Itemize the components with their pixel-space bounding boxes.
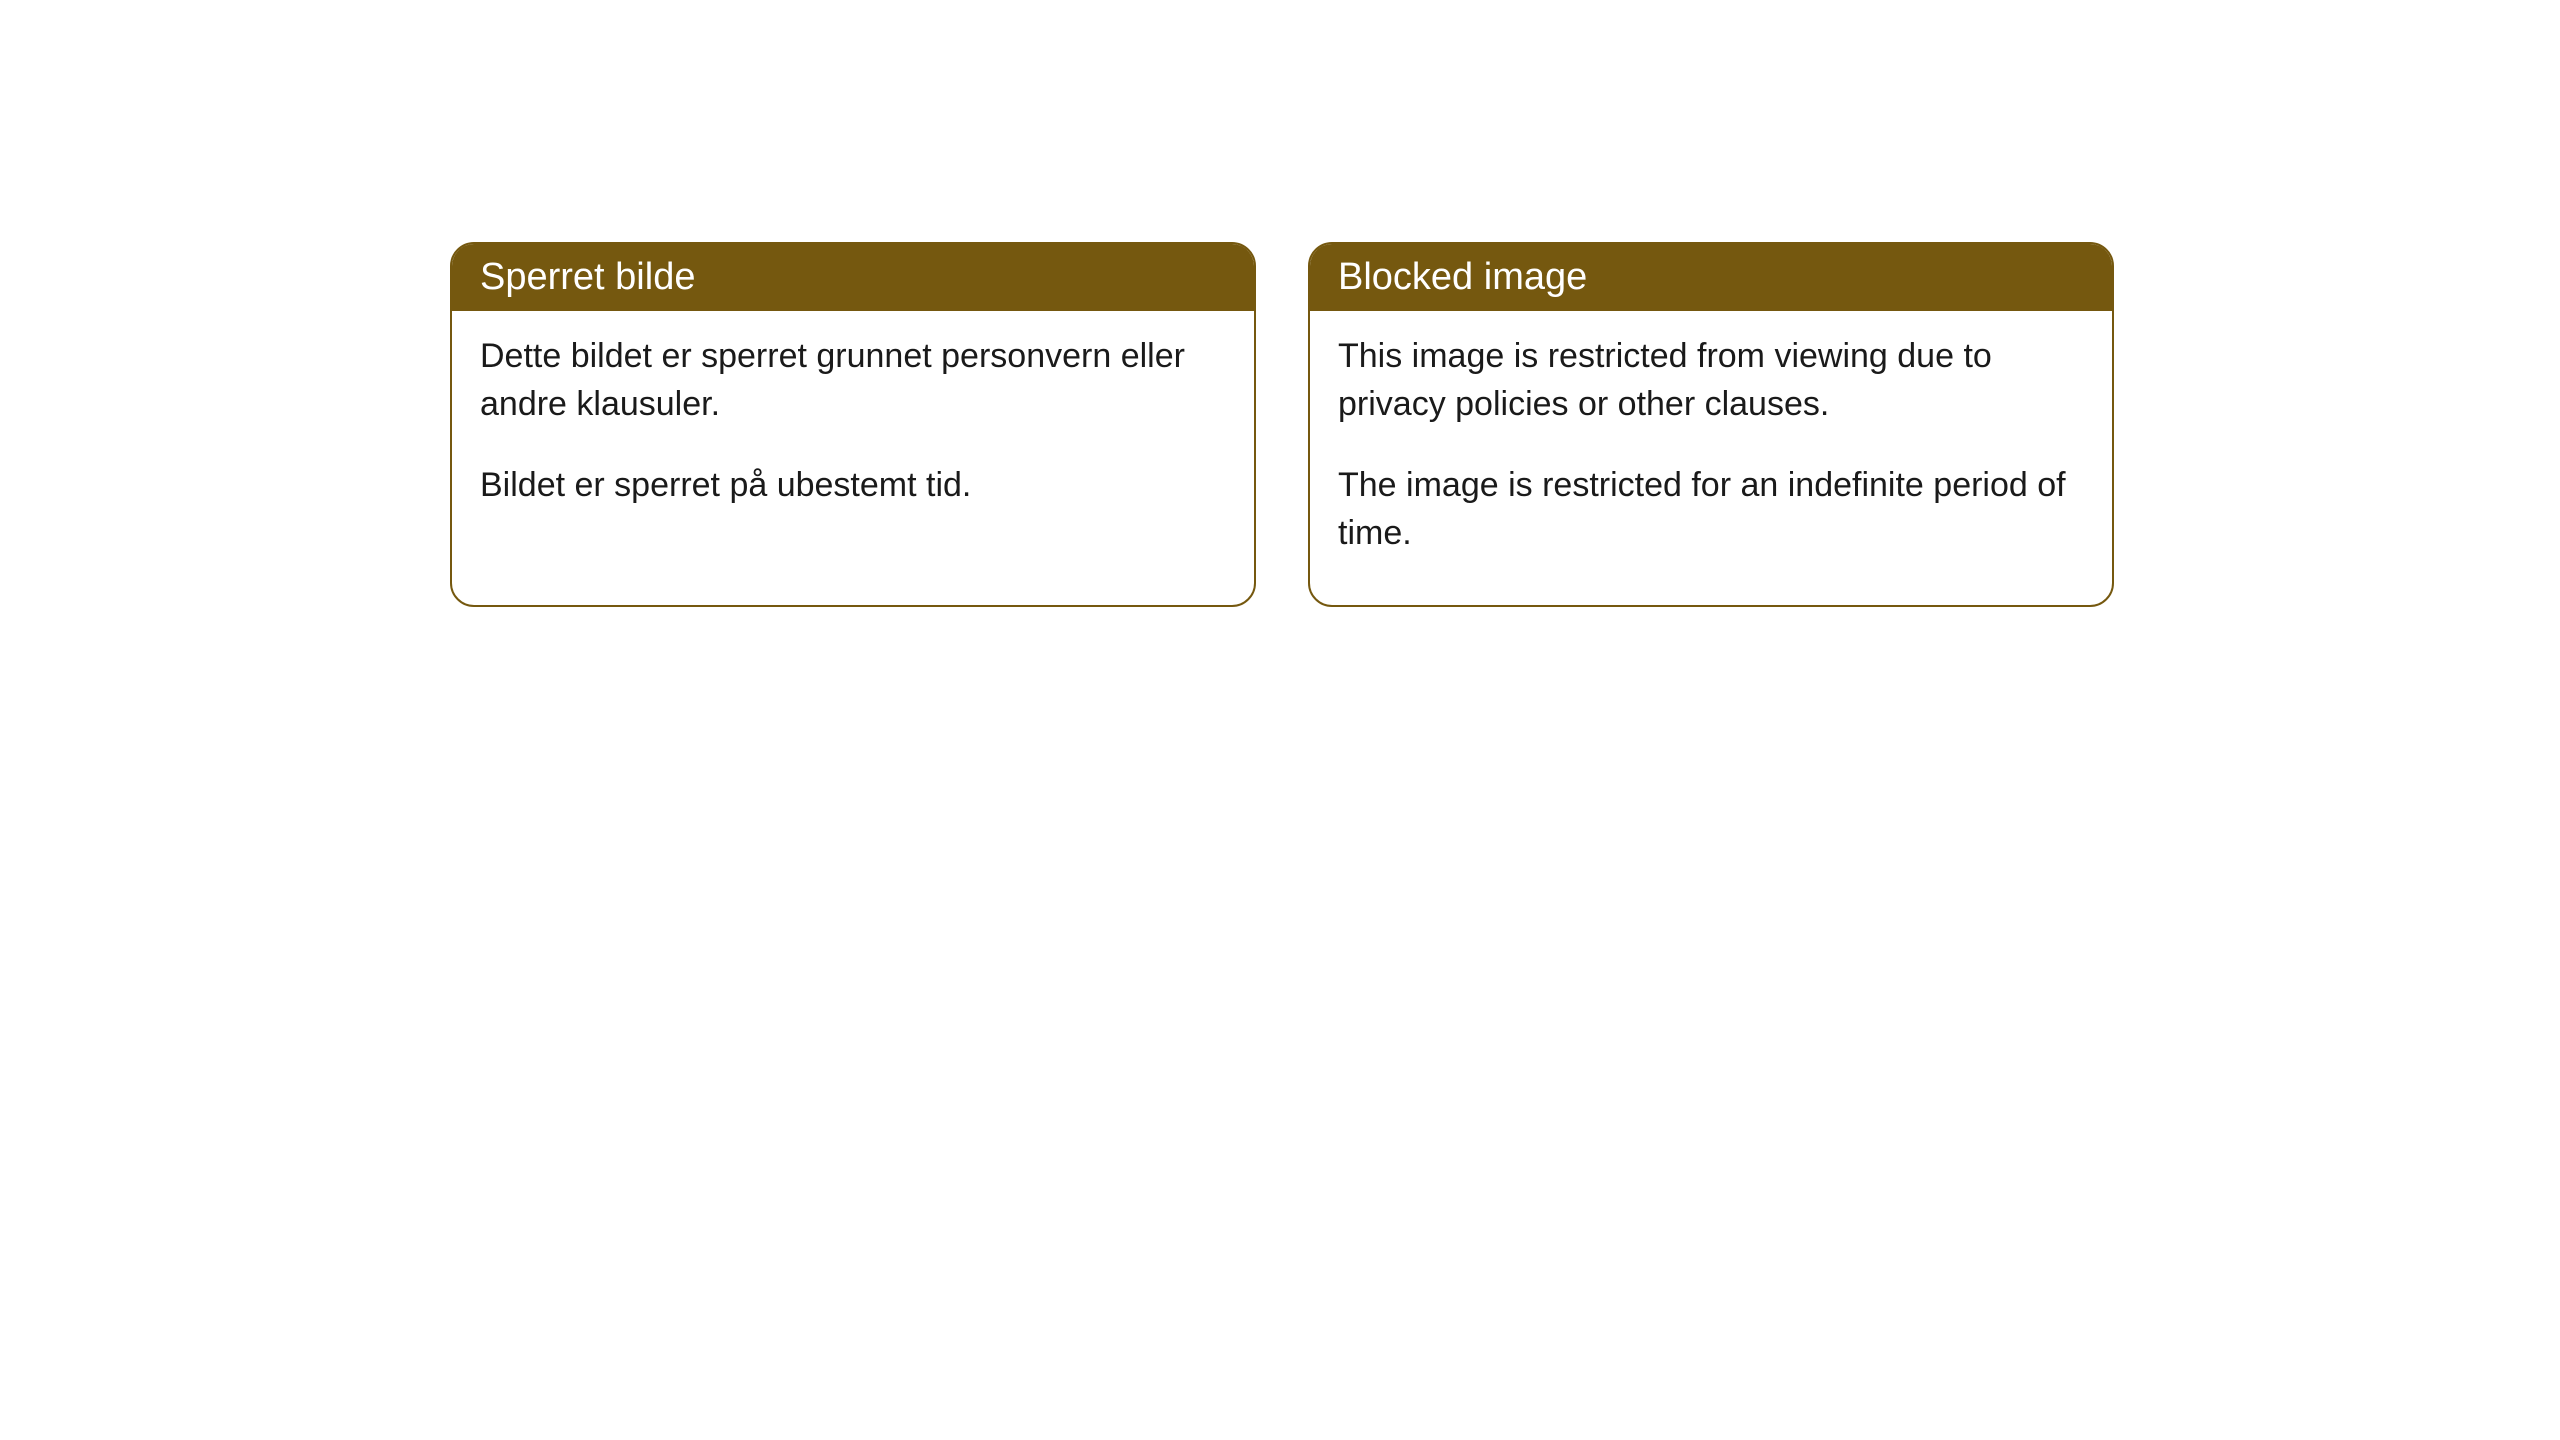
blocked-image-card-norwegian: Sperret bilde Dette bildet er sperret gr… xyxy=(450,242,1256,607)
card-paragraph: Dette bildet er sperret grunnet personve… xyxy=(480,333,1226,428)
card-title: Sperret bilde xyxy=(480,256,695,298)
card-paragraph: The image is restricted for an indefinit… xyxy=(1338,462,2084,557)
blocked-image-card-english: Blocked image This image is restricted f… xyxy=(1308,242,2114,607)
notice-container: Sperret bilde Dette bildet er sperret gr… xyxy=(0,0,2560,607)
card-paragraph: Bildet er sperret på ubestemt tid. xyxy=(480,462,1226,510)
card-header-norwegian: Sperret bilde xyxy=(452,244,1254,311)
card-body-english: This image is restricted from viewing du… xyxy=(1310,311,2112,605)
card-paragraph: This image is restricted from viewing du… xyxy=(1338,333,2084,428)
card-header-english: Blocked image xyxy=(1310,244,2112,311)
card-body-norwegian: Dette bildet er sperret grunnet personve… xyxy=(452,311,1254,558)
card-title: Blocked image xyxy=(1338,256,1587,298)
